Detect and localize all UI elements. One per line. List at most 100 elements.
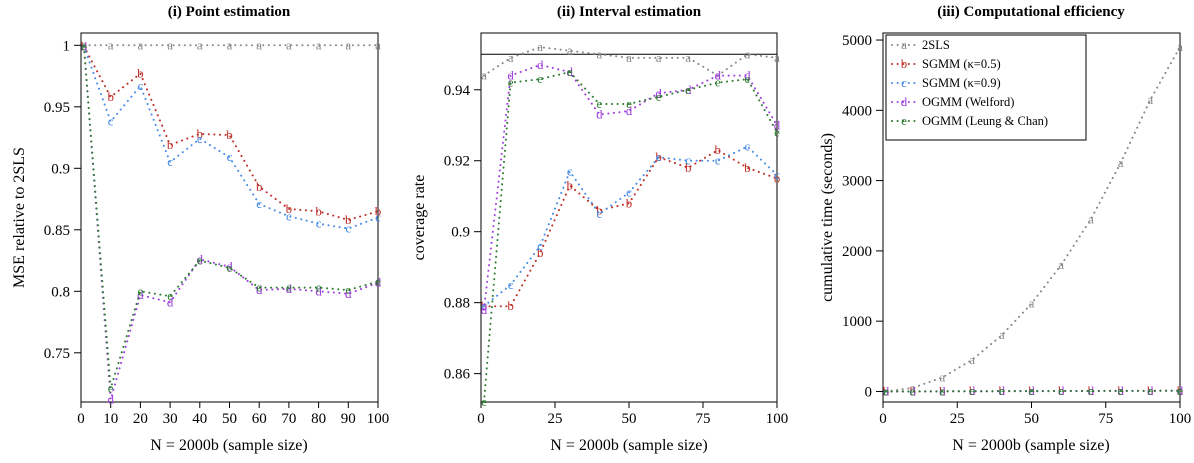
x-tick-label: 20 — [133, 411, 148, 427]
data-point-e: e — [656, 89, 662, 104]
data-point-b: b — [375, 203, 382, 218]
data-point-b: b — [315, 203, 322, 218]
x-tick-label: 75 — [696, 411, 711, 427]
data-point-a: a — [969, 352, 975, 367]
data-point-d: d — [1177, 383, 1184, 398]
data-point-a: a — [537, 39, 543, 54]
data-point-a: a — [774, 50, 780, 65]
series-line-e — [884, 389, 1181, 393]
legend-item-d: d OGMM (Welford) — [891, 94, 1014, 109]
data-point-c: c — [167, 154, 173, 169]
data-point-e: e — [197, 253, 203, 268]
legend-label: 2SLS — [922, 38, 950, 52]
data-point-a: a — [138, 37, 144, 52]
data-point-a: a — [1118, 155, 1124, 170]
y-tick-label: 5000 — [842, 33, 872, 49]
x-tick-label: 0 — [477, 411, 485, 427]
y-tick-label: 0.88 — [444, 296, 470, 312]
data-point-b: b — [999, 383, 1006, 398]
data-point-a: a — [1088, 211, 1094, 226]
data-point-e: e — [774, 124, 780, 139]
x-axis-label: N = 2000b (sample size) — [150, 437, 307, 454]
data-point-c: c — [656, 149, 662, 164]
data-point-d: d — [481, 302, 488, 317]
data-point-d: d — [197, 251, 204, 266]
chart-panel-2: (ii) Interval estimation 0 25 50 75 100 0.86 0.… — [411, 4, 788, 454]
x-tick-label: 25 — [548, 411, 563, 427]
data-point-a: a — [481, 68, 487, 83]
x-tick-label: 50 — [1024, 411, 1039, 427]
series-line-e — [82, 45, 379, 389]
data-point-d: d — [1147, 383, 1154, 398]
data-point-b: b — [969, 383, 976, 398]
data-point-e: e — [969, 383, 975, 398]
x-tick-label: 90 — [341, 411, 356, 427]
data-point-e: e — [286, 280, 292, 295]
data-point-b: b — [167, 137, 174, 152]
series-line-d — [482, 63, 778, 311]
data-point-c: c — [375, 210, 381, 225]
data-point-c: c — [745, 139, 751, 154]
legend-item-c: c SGMM (κ=0.9) — [891, 75, 1001, 90]
x-tick-label: 50 — [622, 411, 637, 427]
data-point-d: d — [375, 275, 382, 290]
data-point-a: a — [197, 37, 203, 52]
data-point-b: b — [685, 160, 692, 175]
data-point-a: a — [745, 46, 751, 61]
data-point-d: d — [167, 294, 174, 309]
data-point-e: e — [685, 82, 691, 97]
y-tick-label: 0.9 — [51, 161, 70, 177]
data-point-d: d — [715, 68, 722, 83]
data-point-e: e — [597, 96, 603, 111]
data-point-a: a — [1147, 92, 1153, 107]
series-e: e e e e e e e e e e e — [481, 64, 780, 409]
data-point-a: a — [508, 50, 514, 65]
data-point-a: a — [167, 37, 173, 52]
data-point-d: d — [655, 85, 662, 100]
data-point-a: a — [1177, 39, 1183, 54]
data-point-c: c — [1088, 383, 1094, 398]
x-tick-label: 10 — [103, 411, 118, 427]
data-point-c: c — [1147, 383, 1153, 398]
legend-marker: b — [901, 56, 908, 71]
data-point-a: a — [656, 50, 662, 65]
data-point-d: d — [107, 392, 114, 407]
data-point-c: c — [999, 383, 1005, 398]
data-point-e: e — [999, 383, 1005, 398]
data-point-b: b — [626, 195, 633, 210]
data-point-b: b — [1147, 383, 1154, 398]
data-point-c: c — [345, 221, 351, 236]
legend-box — [885, 34, 1087, 141]
data-point-b: b — [715, 142, 722, 157]
x-tick-label: 40 — [192, 411, 207, 427]
x-tick-label: 30 — [163, 411, 178, 427]
data-point-b: b — [507, 298, 514, 313]
y-tick-label: 1 — [63, 38, 71, 54]
data-point-a: a — [375, 37, 381, 52]
data-point-a: a — [910, 380, 916, 395]
data-point-e: e — [81, 39, 87, 54]
x-tick-label: 60 — [252, 411, 267, 427]
x-tick-label: 100 — [1169, 411, 1192, 427]
y-tick-label: 0.9 — [451, 225, 470, 241]
data-point-e: e — [508, 75, 514, 90]
data-point-e: e — [626, 96, 632, 111]
data-point-e: e — [1147, 383, 1153, 398]
data-point-c: c — [138, 78, 144, 93]
data-point-a: a — [940, 369, 946, 384]
data-point-b: b — [226, 127, 233, 142]
data-point-b: b — [1088, 383, 1095, 398]
legend-item-a: a 2SLS — [891, 37, 950, 52]
data-point-e: e — [345, 282, 351, 297]
data-point-d: d — [345, 286, 352, 301]
data-point-a: a — [286, 37, 292, 52]
data-point-d: d — [226, 259, 233, 274]
data-point-e: e — [883, 383, 889, 398]
data-point-c: c — [508, 277, 514, 292]
data-point-a: a — [81, 37, 87, 52]
data-point-a: a — [567, 43, 573, 58]
